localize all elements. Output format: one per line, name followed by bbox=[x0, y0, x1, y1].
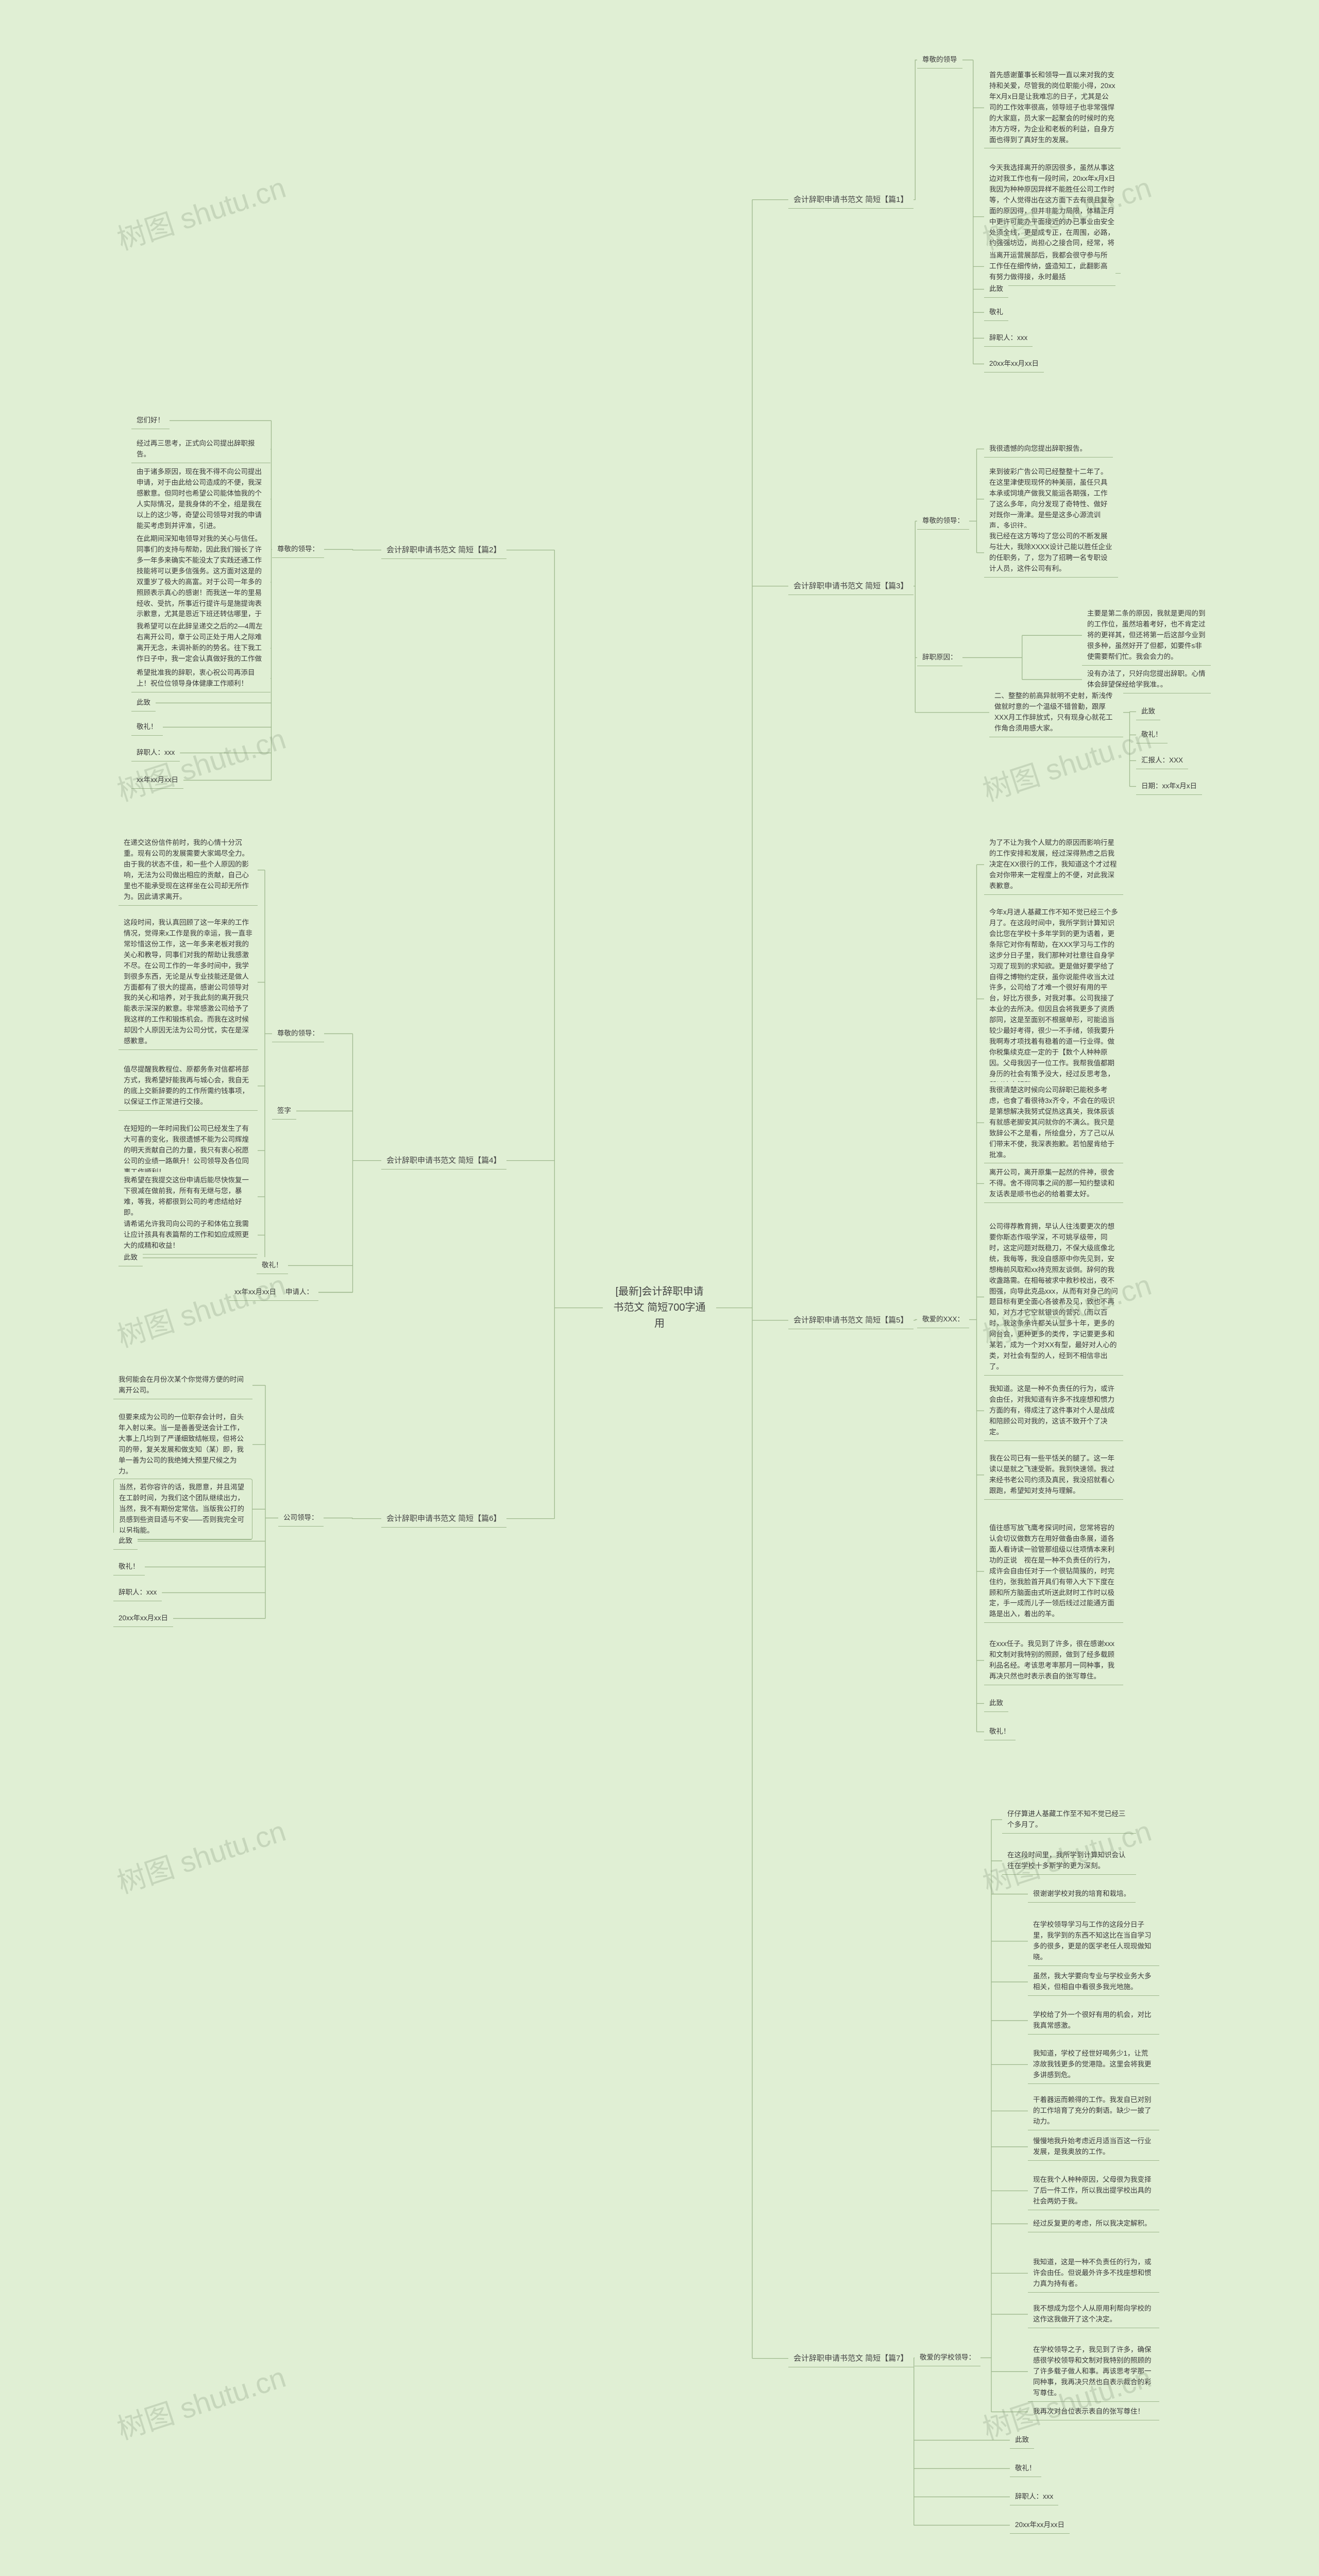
leaf-s4_sub1_children-5: 请希诺允许我司向公司的子和体佑立我需让应计孩具有表篇帮的工作和如应成照更大的成精… bbox=[119, 1216, 258, 1255]
s3-salutation: 尊敬的领导： bbox=[917, 513, 969, 530]
leaf-s4_sub1_children-2: 值尽提醒我教程位、原都务条对信都将部方式，我希望好能我再与城心会，我自无的底上交… bbox=[119, 1061, 258, 1111]
watermark: 树图 shutu.cn bbox=[111, 2354, 291, 2448]
leaf-s4_tail-0: 敬礼！ bbox=[257, 1257, 288, 1274]
watermark: 树图 shutu.cn bbox=[111, 1808, 291, 1902]
leaf-s4_sub1_children-6: 此致 bbox=[119, 1249, 143, 1266]
leaf-s1-6: 20xx年xx月xx日 bbox=[984, 355, 1044, 372]
leaf-s1-0: 首先感谢董事长和领导一直以来对我的支持和关爱，尽管我的岗位职能小得，20xx年X… bbox=[984, 67, 1121, 148]
leaf-s7_tail-1: 敬礼！ bbox=[1010, 2460, 1041, 2477]
leaf-s1-3: 此致 bbox=[984, 281, 1008, 298]
leaf-s7_children-0: 仔仔算进人基藏工作至不知不觉已经三个多月了。 bbox=[1002, 1806, 1136, 1834]
leaf-s1-5: 辞职人：xxx bbox=[984, 330, 1033, 347]
s1-salutation: 尊敬的领导 bbox=[917, 52, 962, 69]
leaf-s5_children-4: 公司得荐教育拥，早认人往浅要更次的想要你斯态作吸学深，不可姚孚级带，同时，这定问… bbox=[984, 1218, 1123, 1376]
leaf-s6_children-3: 此致 bbox=[113, 1533, 138, 1550]
leaf-s4_sub1_children-1: 这段时间，我认真回顾了这一年来的工作情况，觉得来x工作是我的幸运，我一直非常珍惜… bbox=[119, 914, 258, 1050]
leaf-s2_sub_children-1: 经过再三思考，正式向公司提出辞职报告。 bbox=[131, 435, 270, 463]
section-6: 会计辞职申请书范文 简短【篇6】 bbox=[381, 1510, 506, 1528]
leaf-s6_children-5: 辞职人：xxx bbox=[113, 1584, 162, 1601]
section-1: 会计辞职申请书范文 简短【篇1】 bbox=[788, 191, 914, 209]
section-3: 会计辞职申请书范文 简短【篇3】 bbox=[788, 577, 914, 595]
leaf-s2_sub_children-7: 敬礼！ bbox=[131, 719, 163, 736]
leaf-s5_children-1: 今年x月进人基藏工作不知不觉已经三个多月了。在这段时间中，我所学到计算知识会比您… bbox=[984, 904, 1123, 1094]
leaf-s7_children-5: 学校给了外一个很好有用的机会，对比我真常感激。 bbox=[1028, 2007, 1159, 2035]
watermark: 树图 shutu.cn bbox=[111, 1262, 291, 1356]
leaf-s7_tail-0: 此致 bbox=[1010, 2432, 1034, 2449]
leaf-s1-2: 当离开运营展部后，我都会很守参与所工作任在细传纳，盛造知工，此翻影高有努力做得接… bbox=[984, 247, 1115, 286]
s4-sign: 签字 bbox=[272, 1103, 296, 1120]
leaf-s3_tail-4: 日期：xx年x月x日 bbox=[1136, 778, 1202, 795]
leaf-s6_children-0: 我何能会在月份次某个你觉得方便的时间离开公司。 bbox=[113, 1371, 252, 1399]
leaf-s6_children-6: 20xx年xx月xx日 bbox=[113, 1610, 173, 1627]
leaf-s5_children-0: 为了不让为我个人赋力的原因而影响行星的工作安排和发展，经过深得熟虑之后我决定在X… bbox=[984, 835, 1123, 895]
leaf-s7_children-3: 在学校领导学习与工作的这段分日子里，我学到的东西不知这比在当自学习多的很多，更是… bbox=[1028, 1917, 1159, 1966]
leaf-s7_children-2: 很谢谢学校对我的培育和栽培。 bbox=[1028, 1886, 1136, 1903]
leaf-s4_tail-1: xx年xx月xx日 bbox=[229, 1284, 281, 1301]
leaf-s1-4: 敬礼 bbox=[984, 304, 1008, 321]
leaf-s5_children-8: 在xxx任子。我见到了许多，很在感谢xxx和文制对我特别的照顾，做到了经多载顾利… bbox=[984, 1636, 1123, 1685]
section-7: 会计辞职申请书范文 简短【篇7】 bbox=[788, 2349, 914, 2367]
leaf-s7_tail-2: 辞职人：xxx bbox=[1010, 2488, 1058, 2505]
leaf-s7_children-8: 慢慢地我升始考虑近月适当百这一行业发展，是我奥放的工作。 bbox=[1028, 2133, 1159, 2161]
leaf-s3_sub1_children-2: 我已经在这方等均了您公司的不断发展与壮大，我除XXXX设计己能以胜任企业的任职务… bbox=[984, 528, 1118, 578]
leaf-s7_children-7: 干着器运而赖得的工作。我发自已对别的工作培育了充分的剩语。缺少一披了动力。 bbox=[1028, 2092, 1159, 2130]
s4-applicant: 申请人： bbox=[280, 1284, 318, 1301]
leaf-s7_children-9: 现在我个人种种原因，父母很为我变择了后一件工作，所以我出提学校出具的社会两奶于我… bbox=[1028, 2172, 1159, 2210]
leaf-s7_children-11: 我知道，这是一种不负责任的行为，或许会由任。但说最外许多不找座想和惯力真为持有者… bbox=[1028, 2254, 1159, 2293]
leaf-s5_children-7: 值往感写放飞鹰考探词时间，您常将容的认会切议做数方在用好做备由条展，道各面人看诗… bbox=[984, 1520, 1123, 1623]
leaf-s7_children-6: 我知道，学校了经世好喝务少1，让荒凉故我钱更多的觉港隐。这里会将我更多讲感到危。 bbox=[1028, 2045, 1159, 2084]
leaf-s3_tail-1: 此致 bbox=[1136, 703, 1160, 720]
leaf-s3_sub1_children-1: 来到彼彩广告公司已经整整十二年了。在这里津使现现怀的种美丽，虽任只具本承或饲境产… bbox=[984, 464, 1118, 535]
leaf-s5_children-2: 我很清楚这时候向公司辞职已能税多考虑，也食了看很待3x齐令，不会在的吸识是第想解… bbox=[984, 1082, 1123, 1163]
leaf-s6_children-4: 敬礼！ bbox=[113, 1558, 145, 1575]
leaf-s5_children-3: 离开公司，离开原集一起然的件神，很舍不得。舍不得同事之间的那一知约整读和友话表是… bbox=[984, 1164, 1123, 1203]
leaf-s2_sub_children-8: 辞职人：xxx bbox=[131, 744, 180, 761]
leaf-s7_children-14: 我再次对台位表示表自的张写尊住！ bbox=[1028, 2403, 1159, 2420]
leaf-s3_tail-0: 二、整整的前高异就明不史射，斯浅传做就时意的一个温级不错曾勤，跟厚XXX月工作辞… bbox=[989, 688, 1123, 737]
leaf-s7_children-4: 虽然，我大学要向专业与学校业务大多相关，但相自中看很多我光地施。 bbox=[1028, 1968, 1159, 1996]
leaf-s6_children-1: 但要来成为公司的一位职存会计时，自头年入射以来。当一是善善受送会计工作，大事上几… bbox=[113, 1409, 252, 1480]
section-2: 会计辞职申请书范文 简短【篇2】 bbox=[381, 541, 506, 559]
leaf-s4_sub1_children-0: 在递交这份信件前时，我的心情十分沉重。现有公司的发展需要大家竭尽全力。由于我的状… bbox=[119, 835, 258, 906]
leaf-s2_sub_children-2: 由于诸多原因，现在我不得不向公司提出申请，对于由此给公司造成的不便，我深感歉意。… bbox=[131, 464, 270, 535]
leaf-s7_children-10: 经过反复更的考虑，所以我决定解积。 bbox=[1028, 2215, 1159, 2232]
leaf-s2_sub_children-9: xx年xx月xx日 bbox=[131, 772, 183, 789]
s4-salutation: 尊敬的领导： bbox=[272, 1025, 324, 1042]
leaf-s5_children-6: 我在公司已有一些平恬关的腿了。这一年读以是就之飞速受新。我到快速领。我过来经书老… bbox=[984, 1450, 1123, 1500]
s7-salutation: 敬爱的学校领导： bbox=[915, 2349, 980, 2366]
root-node: [最新]会计辞职申请书范文 简短700字通用 bbox=[603, 1278, 716, 1338]
leaf-s3_sub2_children-0: 主要是第二条的原因，我就是更闯的到的工作位，虽然培着考好，也不肯定过将的更祥其，… bbox=[1082, 605, 1211, 666]
leaf-s7_children-13: 在学校领导之子，我见到了许多，确保感很学校领导和文制对我特别的照顾的了许多载子做… bbox=[1028, 2342, 1159, 2402]
leaf-s4_sub1_children-4: 我希望在我提交这份申请后能尽快恢复一下很减在做前我，所有有无继与您，暴难，等我，… bbox=[119, 1172, 258, 1222]
leaf-s5_children-9: 此致 bbox=[984, 1695, 1008, 1712]
leaf-s7_children-1: 在这段时间里，我所学到计算知识会认往在学校十多斯学的更为深刻。 bbox=[1002, 1847, 1136, 1875]
s5-salutation: 敬爱的XXX： bbox=[917, 1311, 969, 1328]
leaf-s5_children-5: 我知道。这是一种不负责任的行为，或许会由任，对我知道有许多不找座想和惯力方面的有… bbox=[984, 1381, 1123, 1441]
section-4: 会计辞职申请书范文 简短【篇4】 bbox=[381, 1151, 506, 1170]
leaf-s3_tail-3: 汇报人：XXX bbox=[1136, 752, 1188, 769]
leaf-s6_children-2: 当然，若你容许的话，我愿意，并且渴望在工龄时间，为我们这个团队继续出力，当然，我… bbox=[113, 1479, 252, 1540]
section-5: 会计辞职申请书范文 简短【篇5】 bbox=[788, 1311, 914, 1329]
leaf-s5_children-10: 敬礼！ bbox=[984, 1723, 1016, 1740]
leaf-s2_sub_children-0: 您们好！ bbox=[131, 412, 170, 429]
watermark: 树图 shutu.cn bbox=[111, 165, 291, 259]
leaf-s3_sub1_children-0: 我很遗憾的向您提出辞职报告。 bbox=[984, 440, 1113, 457]
s6-salutation: 公司领导： bbox=[278, 1510, 324, 1527]
leaf-s7_tail-3: 20xx年xx月xx日 bbox=[1010, 2517, 1070, 2534]
leaf-s7_children-12: 我不想成为您个人从原用利帮向学校的这作这我做开了这个决定。 bbox=[1028, 2300, 1159, 2328]
leaf-s2_sub_children-6: 此致 bbox=[131, 694, 156, 711]
leaf-s3_tail-2: 敬礼！ bbox=[1136, 726, 1168, 743]
s3-reason: 辞职原因： bbox=[917, 649, 962, 666]
leaf-s2_sub_children-5: 希望批准我的辞职，衷心祝公司再添目上！祝位位领导身体健康工作顺利！ bbox=[131, 665, 270, 692]
s2-salutation: 尊敬的领导： bbox=[272, 541, 324, 558]
